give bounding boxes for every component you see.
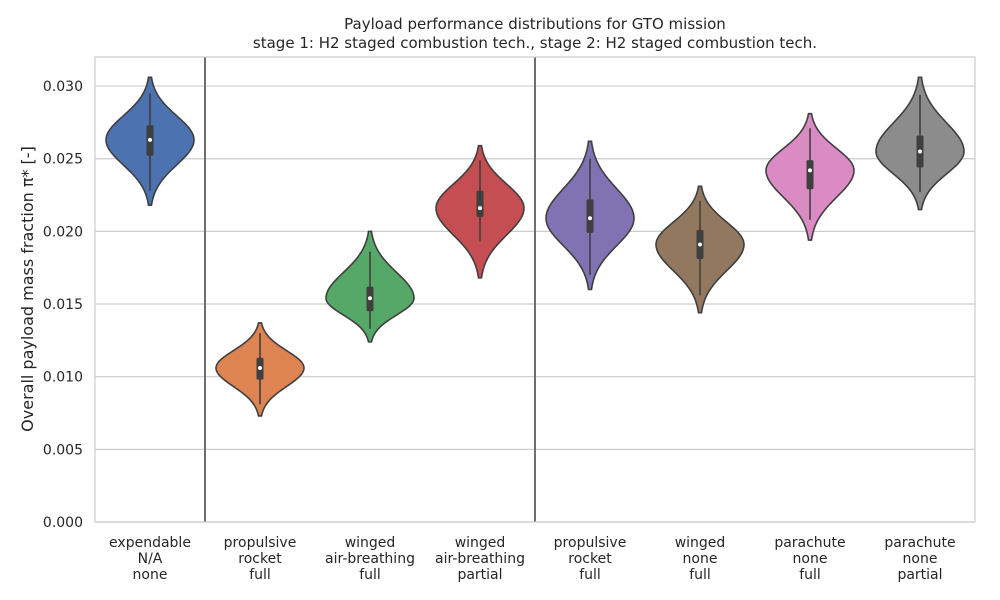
x-axis-ticks: expendableN/Anonepropulsiverocketfullwin… bbox=[109, 535, 956, 583]
y-tick-label: 0.015 bbox=[43, 297, 83, 313]
violin-median-marker bbox=[258, 365, 262, 370]
y-axis-label: Overall payload mass fraction π* [-] bbox=[18, 146, 37, 432]
y-tick-label: 0.025 bbox=[43, 152, 83, 168]
x-tick-label-line: partial bbox=[457, 567, 502, 583]
x-tick-label-line: winged bbox=[345, 535, 396, 551]
violin-median-marker bbox=[808, 168, 812, 173]
violin-median-marker bbox=[588, 216, 592, 221]
x-tick-label-line: rocket bbox=[238, 551, 282, 567]
violin-median-marker bbox=[368, 296, 372, 301]
x-tick-label-line: propulsive bbox=[554, 535, 627, 551]
y-tick-label: 0.000 bbox=[43, 515, 83, 531]
x-tick-label-line: parachute bbox=[884, 535, 955, 551]
x-tick-label-line: partial bbox=[897, 567, 942, 583]
x-tick-label-line: full bbox=[689, 567, 711, 583]
violin-median-marker bbox=[698, 242, 702, 247]
y-tick-label: 0.020 bbox=[43, 224, 83, 240]
plot-area-frame bbox=[94, 56, 976, 523]
x-tick-label-line: none bbox=[683, 551, 718, 567]
x-tick-label-line: air-breathing bbox=[435, 551, 525, 567]
x-tick-label-line: full bbox=[359, 567, 381, 583]
y-tick-label: 0.030 bbox=[43, 79, 83, 95]
violins bbox=[105, 76, 965, 417]
x-tick-label-line: air-breathing bbox=[325, 551, 415, 567]
x-tick-label-line: rocket bbox=[568, 551, 612, 567]
y-tick-label: 0.010 bbox=[43, 370, 83, 386]
x-tick-label-line: full bbox=[579, 567, 601, 583]
violin-median-marker bbox=[148, 137, 152, 142]
x-tick-label-line: none bbox=[793, 551, 828, 567]
x-tick-label-line: winged bbox=[455, 535, 506, 551]
y-tick-label: 0.005 bbox=[43, 442, 83, 458]
violin-median-marker bbox=[478, 206, 482, 211]
chart-title-line-1: Payload performance distributions for GT… bbox=[344, 15, 726, 33]
x-tick-label-line: N/A bbox=[138, 551, 163, 567]
x-tick-label-line: winged bbox=[675, 535, 726, 551]
violin-iqr-box bbox=[586, 199, 594, 233]
group-separators bbox=[204, 57, 536, 522]
violin-median-marker bbox=[918, 149, 922, 154]
x-tick-label-line: full bbox=[249, 567, 271, 583]
violin-iqr-box bbox=[806, 160, 814, 190]
x-tick-label-line: expendable bbox=[109, 535, 191, 551]
x-tick-label-line: propulsive bbox=[224, 535, 297, 551]
x-tick-label-line: none bbox=[903, 551, 938, 567]
x-tick-label-line: full bbox=[799, 567, 821, 583]
chart-title-line-2: stage 1: H2 staged combustion tech., sta… bbox=[253, 34, 817, 52]
violin-iqr-box bbox=[476, 190, 484, 217]
x-tick-label-line: parachute bbox=[774, 535, 845, 551]
y-axis-ticks: 0.000 0.005 0.010 0.015 0.020 0.025 0.030 bbox=[43, 79, 83, 531]
x-tick-label-line: none bbox=[133, 567, 168, 583]
